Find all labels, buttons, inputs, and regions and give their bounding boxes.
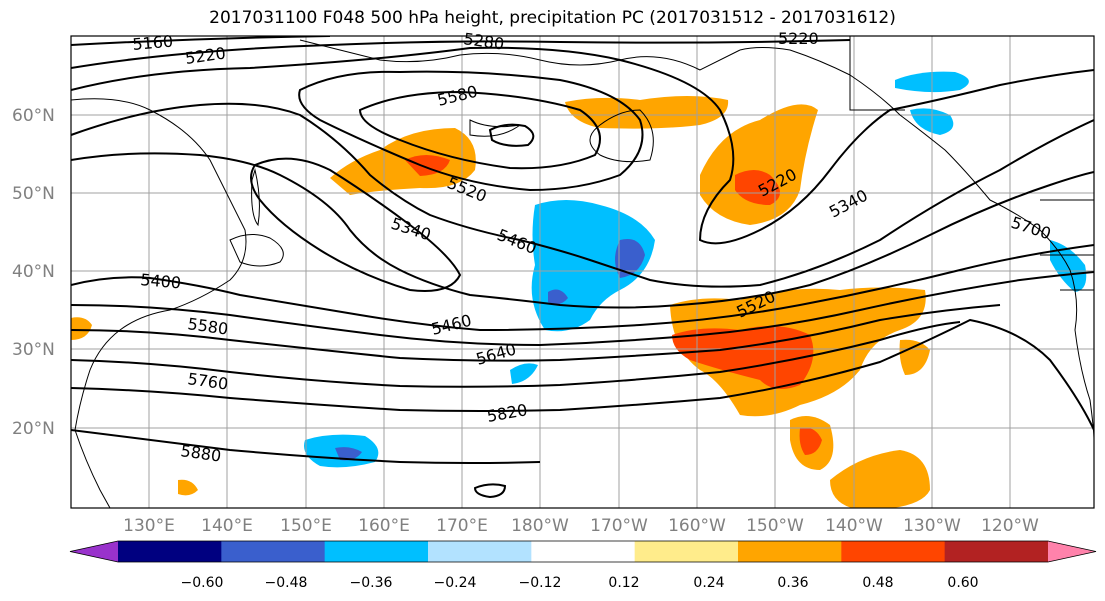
colorbar-segment (841, 541, 946, 562)
height-contour (71, 39, 851, 69)
colorbar-tick-label: −0.60 (181, 575, 224, 591)
lon-label: 130°E (123, 516, 175, 536)
colorbar-segment (221, 541, 326, 562)
colorbar-extension-low (70, 541, 118, 562)
lat-label: 60°N (12, 106, 55, 126)
height-contour (298, 70, 644, 192)
colorbar-tick-label: −0.24 (434, 575, 477, 591)
height-contour (71, 318, 1094, 431)
precip-area (799, 427, 822, 455)
longitude-labels: 130°E 140°E 150°E 160°E 170°E 180°W 170°… (123, 516, 1039, 536)
colorbar-tick-label: 0.48 (862, 575, 893, 591)
lat-label: 20°N (12, 419, 55, 439)
colorbar-segment (531, 541, 636, 562)
precip-area (405, 155, 450, 176)
precip-area (335, 447, 362, 461)
lon-label: 160°W (668, 516, 726, 536)
colorbar-tick-label: 0.60 (947, 575, 978, 591)
height-contour (71, 244, 1094, 332)
precip-area (735, 170, 780, 205)
height-contour (71, 429, 541, 464)
precip-area (830, 450, 930, 508)
lat-label: 30°N (12, 340, 55, 360)
precip-area (615, 239, 645, 278)
precip-area (700, 104, 818, 225)
lon-label: 130°W (903, 516, 961, 536)
height-contour (71, 152, 1094, 309)
precip-area (330, 128, 476, 195)
height-contour (488, 123, 535, 147)
lat-label: 40°N (12, 262, 55, 282)
colorbar-tick-label: −0.48 (265, 575, 308, 591)
height-contours (71, 36, 1094, 499)
lon-label: 120°W (981, 516, 1039, 536)
lat-label: 50°N (12, 184, 55, 204)
colorbar-tick-label: −0.36 (350, 575, 393, 591)
colorbar-segment (324, 541, 429, 562)
contour-label: 5220 (778, 29, 819, 48)
colorbar-outline (69, 540, 1097, 563)
colorbar-ticks: −0.60 −0.48 −0.36 −0.24 −0.12 0.12 0.24 … (181, 575, 979, 591)
contour-label: 5400 (140, 270, 182, 292)
coastline (589, 109, 654, 163)
map-title: 2017031100 F048 500 hPa height, precipit… (209, 8, 896, 28)
lon-label: 180°W (511, 516, 569, 536)
precip-area (548, 289, 568, 305)
colorbar-extension-high (1048, 541, 1096, 562)
lon-label: 170°E (436, 516, 488, 536)
colorbar-segment (428, 541, 532, 562)
lon-label: 170°W (590, 516, 648, 536)
coastlines (71, 36, 1094, 508)
colorbar-tick-label: −0.12 (519, 575, 562, 591)
coastline (71, 98, 247, 508)
graticule (71, 36, 1094, 508)
lon-label: 150°E (280, 516, 332, 536)
height-contour (473, 483, 507, 499)
precip-area (178, 479, 198, 496)
height-contour (250, 157, 462, 292)
height-contour (71, 271, 1094, 347)
colorbar-segment (944, 541, 1049, 562)
colorbar-tick-label: 0.12 (608, 575, 639, 591)
height-contour (71, 321, 961, 388)
lon-label: 140°E (201, 516, 253, 536)
contour-label: 5160 (132, 32, 174, 54)
colorbar-segment (118, 541, 222, 562)
latitude-labels: 60°N 50°N 40°N 30°N 20°N (12, 106, 55, 439)
height-contour (71, 46, 1094, 245)
precip-shading (71, 71, 1087, 508)
colorbar-segments (69, 540, 1097, 563)
precip-area (510, 363, 538, 384)
colorbar-tick-label: 0.24 (693, 575, 724, 591)
lon-label: 140°W (825, 516, 883, 536)
map-frame (70, 35, 1095, 509)
colorbar-segment (738, 541, 842, 562)
coastline (251, 168, 260, 227)
height-contour (71, 304, 1001, 362)
height-contour (358, 90, 601, 170)
precip-area (71, 317, 92, 340)
lon-label: 160°E (358, 516, 410, 536)
colorbar-segment (634, 541, 739, 562)
colorbar-tick-label: 0.36 (777, 575, 808, 591)
coastline (229, 234, 284, 267)
coastline (849, 36, 905, 111)
coastline (299, 39, 741, 71)
lon-label: 150°W (746, 516, 804, 536)
height-contour (71, 102, 1094, 288)
coastline (739, 47, 1094, 441)
